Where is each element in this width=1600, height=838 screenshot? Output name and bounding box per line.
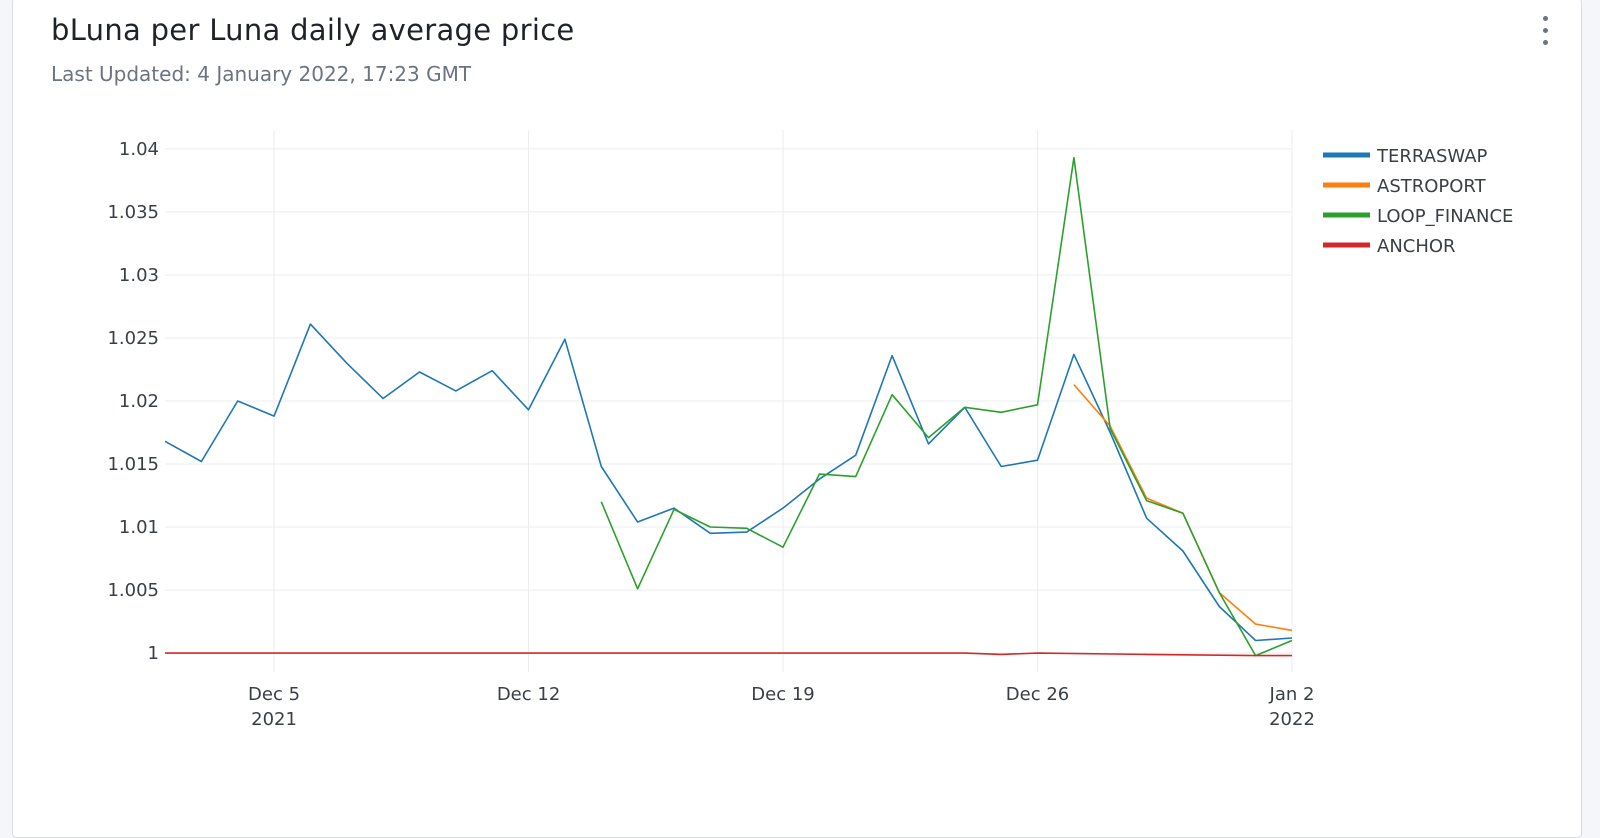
- y-tick-label: 1.025: [107, 328, 159, 349]
- series-line-anchor: [165, 652, 1292, 657]
- x-tick-year-label: 2021: [251, 709, 297, 730]
- y-tick-label: 1.015: [107, 454, 159, 475]
- y-tick-label: 1.04: [119, 139, 159, 160]
- series-line-astroport: [1073, 384, 1293, 632]
- series-line-terraswap: [164, 323, 1293, 642]
- y-tick-label: 1.035: [107, 202, 159, 223]
- x-tick-label: Dec 19: [751, 684, 814, 705]
- legend-label[interactable]: ASTROPORT: [1377, 176, 1487, 197]
- last-updated-text: Last Updated: 4 January 2022, 17:23 GMT: [51, 62, 472, 86]
- series-line-loop-finance: [600, 156, 1293, 657]
- y-tick-label: 1.02: [119, 391, 159, 412]
- legend-label[interactable]: TERRASWAP: [1376, 146, 1488, 167]
- x-tick-label: Dec 12: [497, 684, 560, 705]
- y-tick-label: 1.01: [119, 517, 159, 538]
- x-tick-year-label: 2022: [1269, 709, 1315, 730]
- y-tick-label: 1.005: [107, 580, 159, 601]
- chart-title: bLuna per Luna daily average price: [51, 13, 575, 47]
- legend-label[interactable]: ANCHOR: [1377, 236, 1456, 257]
- more-vertical-icon[interactable]: [1533, 13, 1557, 49]
- y-tick-label: 1.03: [119, 265, 159, 286]
- y-tick-label: 1: [148, 643, 159, 664]
- x-tick-label: Dec 5: [248, 684, 300, 705]
- x-tick-label: Jan 2: [1269, 684, 1315, 705]
- x-tick-label: Dec 26: [1006, 684, 1069, 705]
- legend-label[interactable]: LOOP_FINANCE: [1377, 206, 1513, 227]
